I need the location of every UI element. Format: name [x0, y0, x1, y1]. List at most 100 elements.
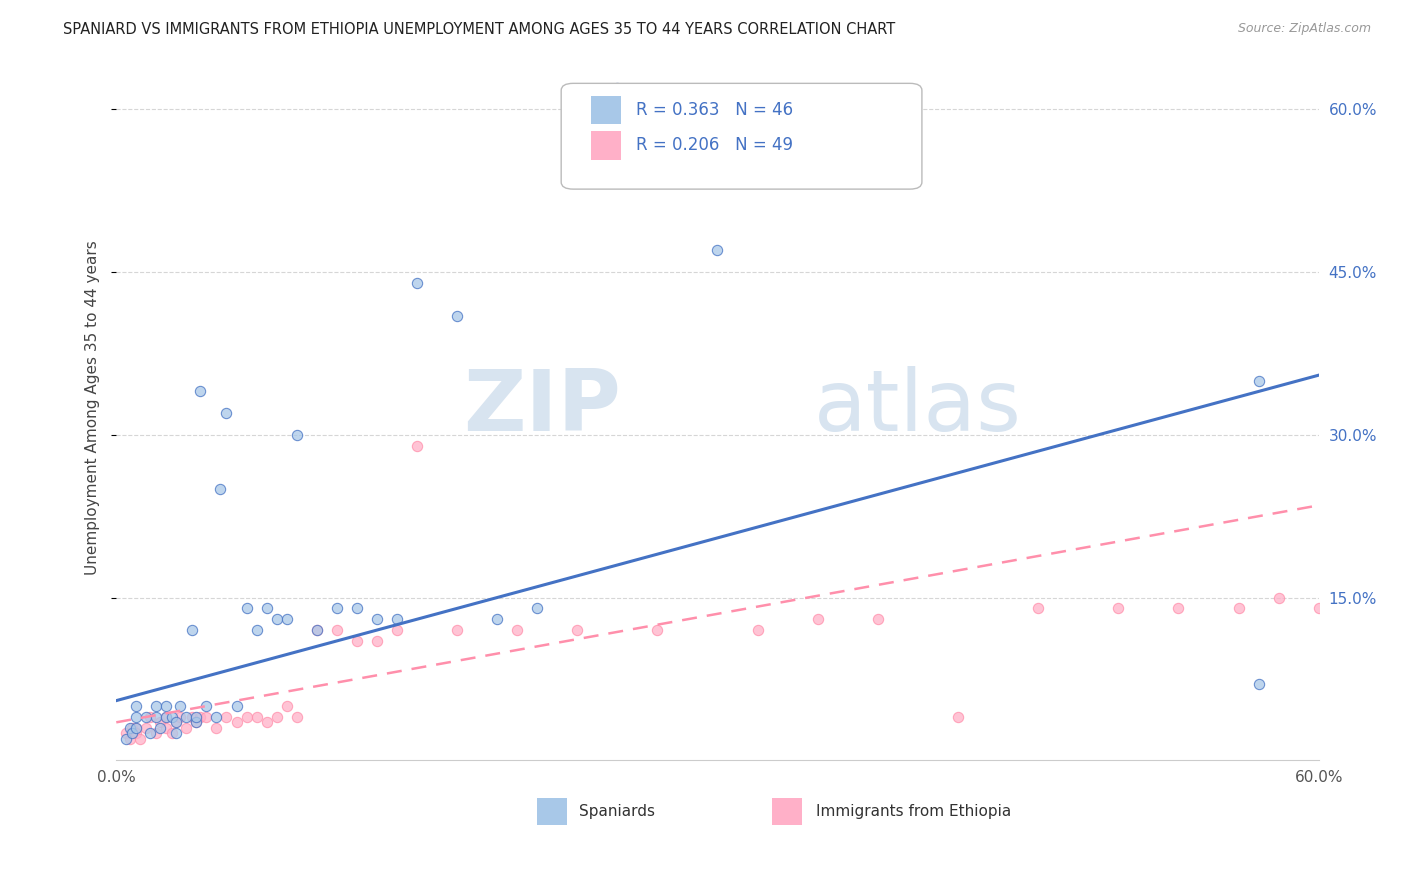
- Point: [747, 623, 769, 637]
- Text: Source: ZipAtlas.com: Source: ZipAtlas.com: [1237, 22, 1371, 36]
- Text: R = 0.206   N = 49: R = 0.206 N = 49: [636, 136, 793, 154]
- Text: SPANIARD VS IMMIGRANTS FROM ETHIOPIA UNEMPLOYMENT AMONG AGES 35 TO 44 YEARS CORR: SPANIARD VS IMMIGRANTS FROM ETHIOPIA UNE…: [63, 22, 896, 37]
- Point: [647, 623, 669, 637]
- Point: [606, 80, 628, 95]
- Text: atlas: atlas: [814, 367, 1022, 450]
- Point: [205, 721, 228, 735]
- Point: [305, 623, 328, 637]
- Point: [1167, 601, 1189, 615]
- Point: [129, 731, 152, 746]
- Point: [149, 721, 172, 735]
- Point: [946, 710, 969, 724]
- Point: [486, 612, 509, 626]
- Point: [162, 710, 184, 724]
- Point: [125, 699, 148, 714]
- Point: [165, 715, 187, 730]
- Point: [145, 699, 167, 714]
- Point: [235, 601, 257, 615]
- Point: [125, 721, 148, 735]
- Point: [305, 623, 328, 637]
- Point: [125, 726, 148, 740]
- Point: [149, 715, 172, 730]
- Point: [245, 710, 267, 724]
- Point: [1026, 601, 1049, 615]
- Point: [155, 710, 177, 724]
- Point: [145, 726, 167, 740]
- Point: [245, 623, 267, 637]
- FancyBboxPatch shape: [772, 798, 801, 825]
- Point: [186, 710, 208, 724]
- Point: [276, 612, 298, 626]
- Text: Spaniards: Spaniards: [579, 805, 655, 819]
- Point: [567, 623, 589, 637]
- Point: [225, 699, 247, 714]
- Point: [325, 623, 347, 637]
- Point: [446, 309, 468, 323]
- Point: [135, 710, 157, 724]
- Point: [506, 623, 529, 637]
- Point: [385, 623, 408, 637]
- Point: [225, 715, 247, 730]
- Point: [115, 731, 138, 746]
- Point: [266, 710, 288, 724]
- Point: [215, 406, 238, 420]
- Point: [706, 244, 728, 258]
- Point: [1267, 591, 1289, 605]
- Point: [145, 710, 167, 724]
- Point: [165, 715, 187, 730]
- Y-axis label: Unemployment Among Ages 35 to 44 years: Unemployment Among Ages 35 to 44 years: [86, 240, 100, 575]
- Point: [186, 715, 208, 730]
- FancyBboxPatch shape: [561, 83, 922, 189]
- Point: [866, 612, 889, 626]
- Point: [406, 276, 429, 290]
- Point: [366, 612, 388, 626]
- Point: [121, 721, 143, 735]
- Point: [385, 612, 408, 626]
- FancyBboxPatch shape: [592, 131, 621, 160]
- Point: [1107, 601, 1129, 615]
- Point: [195, 710, 218, 724]
- Point: [169, 710, 191, 724]
- Point: [176, 710, 198, 724]
- Point: [195, 699, 218, 714]
- FancyBboxPatch shape: [537, 798, 567, 825]
- Point: [1247, 677, 1270, 691]
- Point: [256, 601, 278, 615]
- Point: [120, 721, 142, 735]
- Point: [209, 482, 232, 496]
- Point: [121, 726, 143, 740]
- Point: [155, 710, 177, 724]
- Point: [276, 699, 298, 714]
- Point: [139, 710, 162, 724]
- Point: [139, 726, 162, 740]
- Point: [181, 623, 204, 637]
- Point: [125, 721, 148, 735]
- Point: [169, 699, 191, 714]
- Point: [155, 699, 177, 714]
- Point: [120, 731, 142, 746]
- Point: [446, 623, 468, 637]
- Point: [1227, 601, 1250, 615]
- Point: [1247, 374, 1270, 388]
- Point: [190, 384, 212, 399]
- Point: [366, 634, 388, 648]
- Point: [285, 710, 308, 724]
- Text: Immigrants from Ethiopia: Immigrants from Ethiopia: [815, 805, 1011, 819]
- Point: [215, 710, 238, 724]
- Point: [125, 710, 148, 724]
- Point: [135, 721, 157, 735]
- Point: [162, 726, 184, 740]
- Point: [190, 710, 212, 724]
- FancyBboxPatch shape: [592, 96, 621, 124]
- Text: ZIP: ZIP: [464, 367, 621, 450]
- Point: [807, 612, 830, 626]
- Point: [526, 601, 548, 615]
- Point: [115, 726, 138, 740]
- Text: R = 0.363   N = 46: R = 0.363 N = 46: [636, 101, 793, 120]
- Point: [186, 715, 208, 730]
- Point: [181, 710, 204, 724]
- Point: [346, 634, 368, 648]
- Point: [205, 710, 228, 724]
- Point: [165, 726, 187, 740]
- Point: [176, 721, 198, 735]
